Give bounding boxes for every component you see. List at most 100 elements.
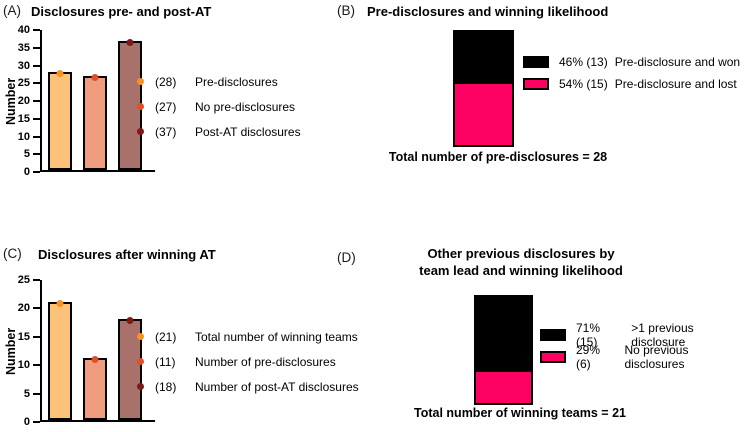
stacked-segment	[455, 83, 512, 145]
legend-item: (11) Number of pre-disclosures	[137, 354, 359, 369]
legend-marker-icon	[137, 103, 144, 110]
data-point-marker-icon	[126, 317, 134, 325]
y-axis-tick-value: 0	[23, 416, 30, 428]
panel-c-y-axis-label: Number	[4, 327, 18, 375]
y-axis-tick-value: 25	[17, 274, 30, 286]
bars-group	[42, 280, 155, 420]
panel-c-label: (C)	[3, 246, 22, 261]
y-axis-tick	[33, 46, 40, 49]
y-axis-tick	[33, 82, 40, 85]
legend-item: (18) Number of post-AT disclosures	[137, 379, 359, 394]
legend-label: Pre-disclosure and lost	[614, 77, 737, 91]
y-axis-tick	[33, 307, 40, 310]
legend-swatch-icon	[540, 329, 566, 341]
legend-swatch-icon	[523, 78, 549, 90]
panel-a-x-axis	[40, 170, 155, 172]
legend-count: (28)	[155, 74, 177, 89]
y-axis-tick	[33, 279, 40, 281]
y-axis-tick-value: 5	[23, 387, 30, 400]
y-axis-tick	[33, 392, 40, 395]
y-axis-tick	[33, 364, 40, 367]
y-axis-tick	[33, 100, 40, 102]
panel-d-label: (D)	[337, 250, 356, 265]
y-axis-tick	[33, 64, 40, 67]
panel-b-label: (B)	[337, 3, 355, 18]
legend-percent: 29% (6)	[576, 343, 601, 371]
data-point-marker-icon	[56, 70, 64, 77]
panel-c-x-axis	[40, 420, 155, 422]
data-point-marker-icon	[91, 356, 99, 364]
legend-item: 71% (15) >1 previous disclosure	[540, 321, 750, 349]
bar-pre-disclosures	[48, 70, 72, 170]
legend-percent: 54% (15)	[559, 77, 608, 91]
legend-marker-icon	[137, 128, 144, 135]
legend-swatch-icon	[540, 351, 566, 363]
legend-label: Post-AT disclosures	[195, 124, 301, 139]
y-axis-tick	[33, 117, 40, 120]
legend-item: (37) Post-AT disclosures	[137, 124, 301, 139]
y-axis-tick-value: 15	[17, 112, 30, 125]
y-axis-tick-value: 20	[17, 302, 30, 315]
panel-a-legend: (28) Pre-disclosures (27) No pre-disclosure…	[137, 74, 301, 149]
data-point-marker-icon	[91, 73, 99, 81]
y-axis-tick-value: 0	[23, 166, 30, 178]
panel-b-caption: Total number of pre-disclosures = 28	[388, 150, 608, 164]
legend-label: Number of pre-disclosures	[195, 354, 336, 369]
legend-label: Pre-disclosures	[195, 74, 278, 89]
legend-percent: 71% (15)	[576, 321, 601, 349]
legend-count: (37)	[155, 124, 177, 139]
y-axis-tick-value: 35	[17, 41, 30, 54]
y-axis-tick-value: 15	[17, 330, 30, 343]
legend-label: Pre-disclosure and won	[614, 55, 741, 69]
stacked-segment	[455, 32, 512, 84]
panel-d-title: Other previous disclosures by team lead …	[419, 246, 623, 278]
legend-marker-icon	[137, 383, 144, 390]
y-axis-tick	[33, 421, 40, 423]
panel-a-title: Disclosures pre- and post-AT	[31, 4, 212, 19]
y-axis-tick-value: 10	[17, 359, 30, 372]
y-axis-tick-value: 10	[17, 130, 30, 143]
bar-number-of-pre-disclosures	[83, 356, 107, 420]
y-axis-tick-value: 25	[17, 77, 30, 90]
legend-label: No previous disclosures	[624, 343, 689, 371]
legend-percent: 46% (13)	[559, 55, 608, 69]
bar-total-number-of-winning-teams	[48, 300, 72, 420]
panel-d-caption: Total number of winning teams = 21	[414, 406, 626, 420]
legend-swatch-icon	[523, 56, 549, 68]
panel-c-title: Disclosures after winning AT	[38, 247, 216, 262]
y-axis-tick	[33, 135, 40, 138]
panel-c-y-axis	[40, 280, 42, 422]
legend-label: Total number of winning teams	[195, 329, 358, 344]
legend-marker-icon	[137, 333, 144, 340]
y-axis-tick	[33, 153, 40, 156]
legend-label: No pre-disclosures	[195, 99, 296, 114]
bar-no-pre-disclosures	[83, 73, 107, 170]
panel-d-stacked-bar	[474, 295, 533, 405]
legend-item: (21) Total number of winning teams	[137, 329, 359, 344]
y-axis-tick-value: 5	[23, 148, 30, 161]
panel-b-stacked-bar	[453, 30, 514, 147]
panel-a-y-axis-label: Number	[4, 77, 18, 125]
panel-a-y-axis	[40, 30, 42, 172]
y-axis-tick	[33, 171, 40, 173]
panel-c-legend: (21) Total number of winning teams (11) Num…	[137, 329, 359, 404]
legend-marker-icon	[137, 358, 144, 365]
panel-d-legend: 71% (15) >1 previous disclosure 29% (6) No …	[540, 321, 750, 372]
legend-count: (11)	[155, 354, 176, 369]
data-point-marker-icon	[56, 300, 64, 308]
y-axis-tick-value: 30	[17, 59, 30, 72]
y-axis-tick	[33, 29, 40, 31]
legend-item: (28) Pre-disclosures	[137, 74, 301, 89]
legend-marker-icon	[137, 78, 144, 85]
legend-label: Number of post-AT disclosures	[195, 379, 359, 394]
legend-count: (27)	[155, 99, 177, 114]
panel-b-legend: 46% (13) Pre-disclosure and won 54% (15) Pr…	[523, 55, 740, 99]
legend-count: (21)	[155, 329, 177, 344]
legend-item: 29% (6) No previous disclosures	[540, 343, 750, 371]
legend-item: 46% (13) Pre-disclosure and won	[523, 55, 740, 69]
stacked-segment	[476, 372, 531, 403]
data-point-marker-icon	[126, 38, 134, 46]
stacked-segment	[476, 297, 531, 373]
y-axis-tick-value: 40	[17, 24, 30, 36]
